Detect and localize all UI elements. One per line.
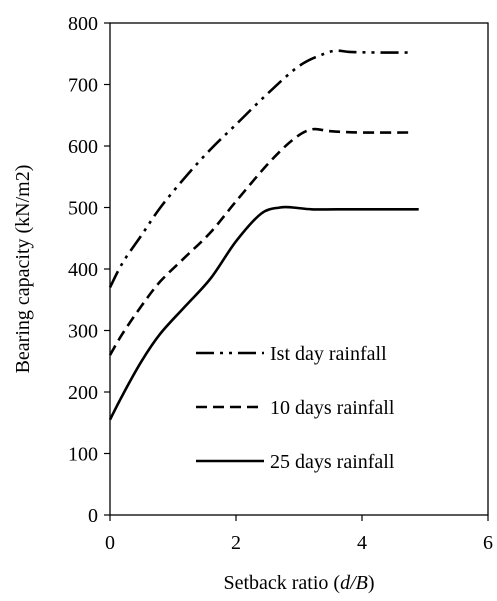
y-tick-label: 700 [68,75,98,97]
series-line-3 [108,205,419,421]
y-axis: 0 100 200 300 400 500 600 700 800 [68,13,110,527]
y-tick-label: 400 [68,259,98,281]
legend-label-2: 10 days rainfall [270,397,395,419]
y-tick-label: 300 [68,321,98,343]
y-tick-label: 0 [88,505,98,527]
legend-label-1: Ist day rainfall [270,343,387,365]
y-tick-label: 600 [68,136,98,158]
x-tick-label: 0 [105,532,115,554]
series-lines [108,49,419,421]
x-axis-title-suffix: ) [368,572,375,594]
x-axis-title-prefix: Setback ratio ( [223,572,340,594]
y-tick-label: 800 [68,13,98,35]
x-axis-title-variable: d/B [340,572,368,594]
series-line-2 [108,127,413,356]
y-tick-label: 100 [68,444,98,466]
legend-label-3: 25 days rainfall [270,451,395,473]
x-axis-title: Setback ratio (d/B) [223,572,374,594]
x-tick-label: 2 [231,532,241,554]
y-tick-label: 500 [68,198,98,220]
x-axis: 0 2 4 6 [105,515,493,554]
x-tick-label: 6 [483,532,493,554]
series-line-1 [108,49,413,289]
y-tick-label: 200 [68,382,98,404]
legend: Ist day rainfall 10 days rainfall 25 days … [196,343,395,473]
y-axis-title: Bearing capacity (kN/m2) [12,165,34,374]
plot-frame [109,22,489,516]
x-tick-label: 4 [357,532,367,554]
